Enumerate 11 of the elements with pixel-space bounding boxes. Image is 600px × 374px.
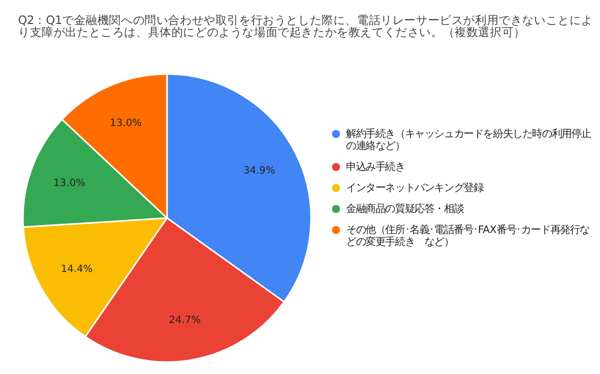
legend-label: 金融商品の質疑応答・相談 <box>346 203 464 215</box>
data-label: 13.0% <box>110 118 142 129</box>
data-label: 24.7% <box>168 315 201 326</box>
legend-label: 解約手続き（キャッシュカードを紛失した時の利用停止の連絡など） <box>346 128 592 152</box>
legend-label: その他（住所･名義･電話番号･FAX番号･カード再発行などの変更手続き など） <box>346 224 590 248</box>
legend-label: 申込み手続き <box>346 161 405 173</box>
data-label: 34.9% <box>243 166 276 177</box>
data-label: 13.0% <box>54 178 86 189</box>
data-label: 14.4% <box>60 264 93 276</box>
chart-title: Q2：Q1で金融機関への問い合わせや取引を行おうとした際に、電話リレーサービスが利用できないことにより支障が出たところは、具体的にどのような場面で起きたかを教えてください。（複数選択可） <box>18 13 594 39</box>
legend-label: インターネットバンキング登録 <box>346 182 484 194</box>
